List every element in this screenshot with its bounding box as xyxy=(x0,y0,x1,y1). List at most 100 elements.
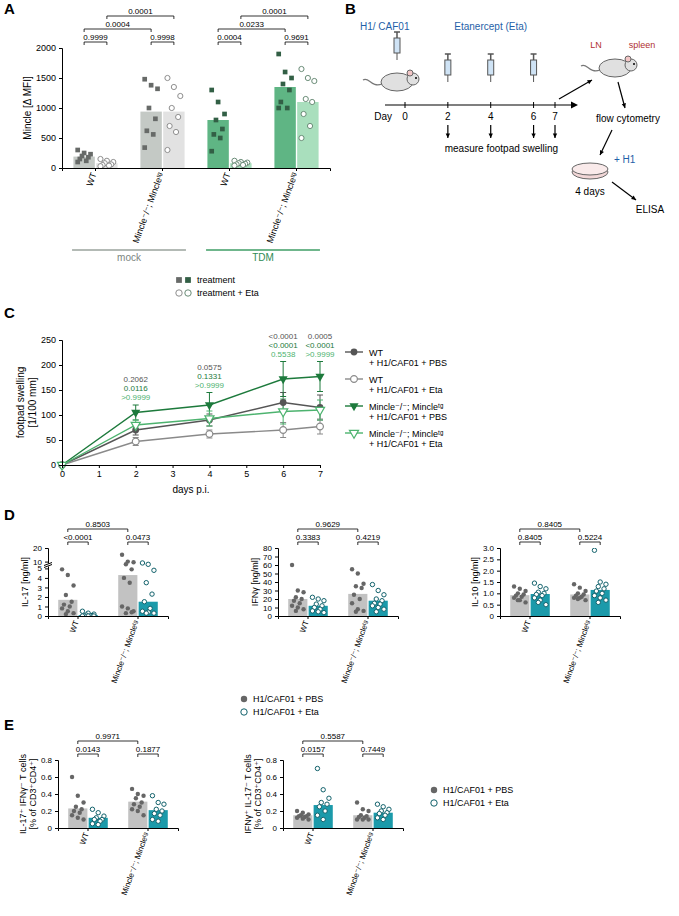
data-point xyxy=(240,162,245,167)
tick-label: Mincle⁻/⁻; Mincleᵗᵍ xyxy=(340,619,371,684)
diagram: Day02467H1/ CAF01Etanercept (Eta)measure… xyxy=(360,21,665,215)
bar xyxy=(274,87,295,168)
bracket xyxy=(520,529,580,532)
tick-mark xyxy=(280,794,283,795)
data-point xyxy=(70,813,74,817)
arrow-head xyxy=(600,150,604,155)
data-point xyxy=(154,807,158,811)
x-axis: WTMincle⁻/⁻; Mincleᵗᵍ xyxy=(49,616,169,684)
tick-mark xyxy=(59,465,62,466)
data-point xyxy=(146,562,150,566)
tick-label: 0.4 xyxy=(266,790,278,799)
bracket xyxy=(241,16,308,19)
data-point xyxy=(150,817,154,821)
data-point xyxy=(361,609,365,613)
legend-item: Mincle⁻/⁻; Mincleᵗᵍ+ H1/CAF01 + PBS xyxy=(345,402,447,423)
data-point xyxy=(151,132,156,137)
tick: 2.0 xyxy=(483,567,500,576)
data-point xyxy=(71,611,75,615)
tick-label: 2.0 xyxy=(483,567,495,576)
p-value: 0.9691 xyxy=(284,33,309,42)
tick: 0.4 xyxy=(266,790,283,799)
data-point xyxy=(81,800,85,804)
data-point xyxy=(147,106,152,111)
tick-label: 20 xyxy=(263,595,272,604)
p-value: 0.9971 xyxy=(96,732,121,741)
group-line xyxy=(72,249,186,251)
bar xyxy=(531,594,550,616)
data-point xyxy=(301,111,306,116)
tick-label: 60 xyxy=(263,561,272,570)
data-point xyxy=(512,584,516,588)
data-point xyxy=(604,582,608,586)
x-axis: WTMincle⁻/⁻; Mincleᵗᵍ xyxy=(59,828,179,896)
tick-mark xyxy=(45,578,48,579)
data-point xyxy=(142,77,147,82)
tick: 70 xyxy=(263,553,278,562)
data-point xyxy=(307,123,312,128)
data-point xyxy=(518,587,522,591)
data-point xyxy=(376,605,380,609)
p-value: 0.5587 xyxy=(321,732,346,741)
p-value: 0.0001 xyxy=(262,7,287,16)
legend-label: H1/CAF01 + PBS xyxy=(443,785,513,795)
bracket xyxy=(107,16,174,19)
tick-mark xyxy=(55,828,58,829)
bar xyxy=(163,112,184,168)
tick-mark xyxy=(45,616,48,617)
plot-area xyxy=(293,766,393,828)
tick-label: 2 xyxy=(134,469,139,479)
tick-mark xyxy=(320,465,321,468)
data-point xyxy=(305,75,310,80)
tick-label: 3.0 xyxy=(483,544,495,553)
tick: 40 xyxy=(263,578,278,587)
bracket xyxy=(68,542,88,545)
tick-mark xyxy=(45,597,48,598)
tick-label: WT xyxy=(520,619,533,634)
data-point xyxy=(323,809,327,813)
p-value: 0.0233 xyxy=(239,20,264,29)
axis-title: IFNγ [ng/ml] xyxy=(250,558,260,607)
bar xyxy=(288,599,307,616)
data-point xyxy=(512,596,516,600)
arrow-head xyxy=(553,133,557,138)
tick: 10 xyxy=(263,604,278,613)
tick-label: 0.6 xyxy=(266,773,278,782)
data-point xyxy=(142,600,146,604)
tick-label: 4 xyxy=(207,469,212,479)
tick-label: 4 xyxy=(38,574,43,583)
data-point xyxy=(303,96,308,101)
data-point xyxy=(523,600,527,604)
diagram-text: spleen xyxy=(629,40,656,50)
tick-mark xyxy=(59,415,62,416)
tick-mark xyxy=(313,828,314,831)
tick: WT xyxy=(218,168,232,188)
data-point xyxy=(366,809,370,813)
bracket xyxy=(358,542,378,545)
p-value: <0.0001 xyxy=(269,332,299,341)
data-point xyxy=(132,802,136,806)
axis-title: days p.i. xyxy=(172,484,209,495)
data-point xyxy=(576,597,580,601)
tick-mark xyxy=(55,760,58,761)
diagram-text: measure footpad swelling xyxy=(445,143,558,154)
bar xyxy=(207,120,228,168)
axis-title: IFNγ⁺ IL-17⁻ T cells[% of CD3⁺CD4⁺] xyxy=(243,754,263,834)
data-point xyxy=(381,805,385,809)
data-point xyxy=(280,399,287,406)
data-point xyxy=(205,402,214,410)
data-point xyxy=(544,587,548,591)
x-axis: WTMincle⁻/⁻; Mincleᵗᵍ xyxy=(501,616,621,684)
data-point xyxy=(540,593,544,597)
tick-label: 2 xyxy=(38,593,43,602)
tick-mark xyxy=(55,794,58,795)
data-point xyxy=(167,123,172,128)
p-value: 0.4219 xyxy=(356,533,381,542)
data-point xyxy=(81,817,85,821)
tick-label: 0 xyxy=(273,824,278,833)
data-point xyxy=(350,601,354,605)
data-point xyxy=(354,584,358,588)
data-point xyxy=(598,596,602,600)
tick-mark xyxy=(59,365,62,366)
tick-label: 0 xyxy=(51,460,56,470)
